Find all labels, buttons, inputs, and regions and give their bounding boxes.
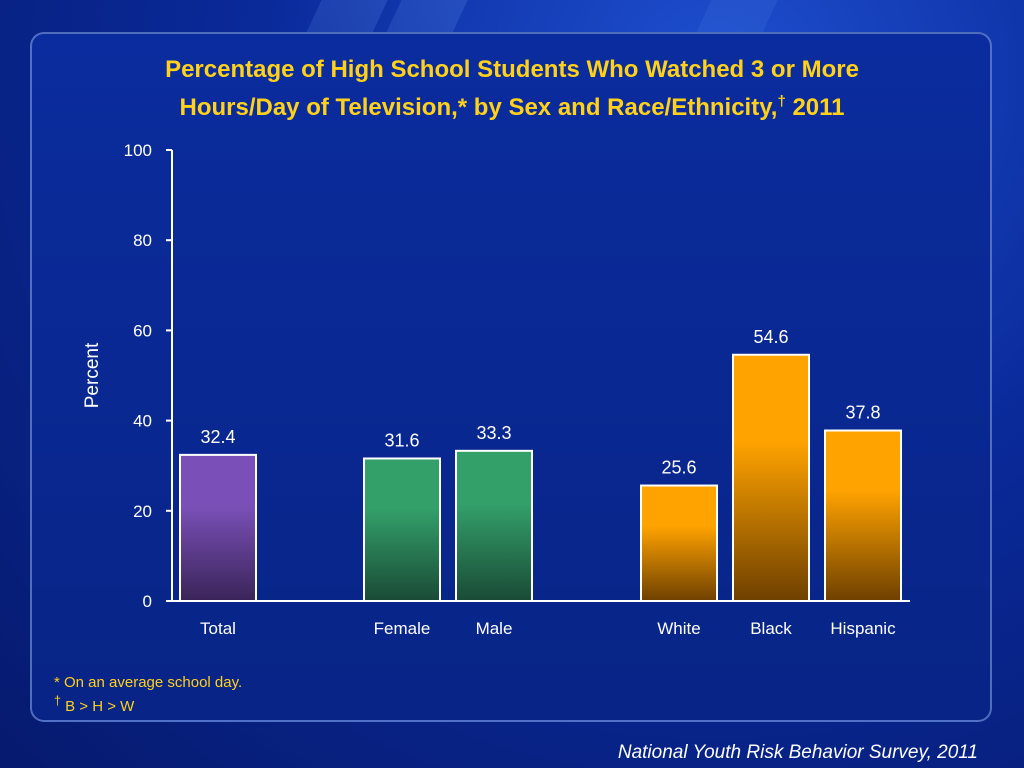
data-label: 37.8	[845, 403, 880, 423]
bar-chart: 0 20 40 60 80 100 Percent 32.4 Total 31.6 Female 33…	[82, 141, 910, 638]
x-tick-label: Male	[476, 619, 513, 638]
title-line-1: Percentage of High School Students Who W…	[165, 56, 859, 83]
data-label: 32.4	[200, 427, 235, 447]
title-dagger: †	[777, 93, 786, 110]
footnote-2: † B > H > W	[54, 694, 134, 715]
y-tick-label: 40	[133, 412, 152, 431]
title-line-2-text: Hours/Day of Television,* by Sex and Rac…	[179, 94, 778, 121]
title-year: 2011	[785, 94, 845, 121]
bar-male	[455, 449, 533, 602]
x-tick-label: Hispanic	[830, 619, 896, 638]
content-panel	[30, 32, 992, 722]
footnote-2-text: B > H > W	[60, 698, 135, 715]
y-tick-label: 100	[124, 141, 152, 160]
x-tick-label: Black	[750, 619, 792, 638]
x-tick-label: Total	[200, 619, 236, 638]
y-tick-label: 0	[143, 592, 152, 611]
footnote-1: * On an average school day.	[54, 674, 243, 691]
footnote-dagger: †	[54, 694, 61, 708]
bar-black	[732, 353, 810, 602]
y-tick-label: 20	[133, 502, 152, 521]
y-tick-label: 80	[133, 231, 152, 250]
title-line-2: Hours/Day of Television,* by Sex and Rac…	[40, 86, 984, 124]
bar-hispanic	[824, 429, 902, 602]
y-tick-label: 60	[133, 321, 152, 340]
y-axis-label: Percent	[82, 342, 103, 408]
data-label: 25.6	[661, 458, 696, 478]
data-label: 33.3	[476, 423, 511, 443]
bar-white	[640, 484, 718, 603]
data-label: 31.6	[384, 430, 419, 450]
x-tick-label: Female	[374, 619, 431, 638]
source-credit: National Youth Risk Behavior Survey, 201…	[617, 742, 978, 763]
chart-title: Percentage of High School Students Who W…	[40, 54, 984, 124]
bar-female	[363, 457, 441, 603]
x-tick-label: White	[657, 619, 700, 638]
data-label: 54.6	[753, 327, 788, 347]
bar-total	[179, 453, 257, 602]
